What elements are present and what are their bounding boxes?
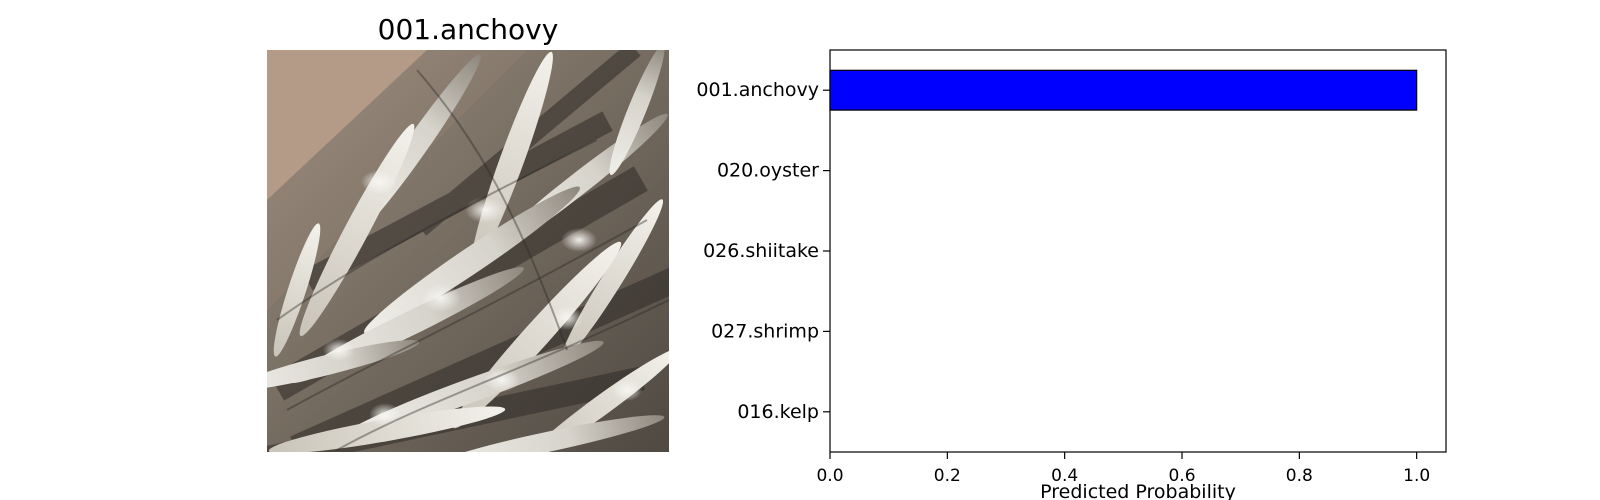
y-tick-label: 026.shiitake [703,240,819,262]
x-axis-label: Predicted Probability [1040,481,1236,500]
anchovy-photo [267,50,669,452]
plot-frame [829,49,1447,453]
y-tick-label: 001.anchovy [696,79,819,101]
y-tick-label: 016.kelp [737,401,819,423]
chart-layer: 001.anchovy 020.oyster 026.shiitake 027.shr… [696,49,1447,500]
x-tick-label: 0.6 [1168,466,1195,486]
x-tick-label: 0.0 [816,466,843,486]
x-tick-label: 1.0 [1403,466,1430,486]
x-tick-label: 0.2 [934,466,961,486]
x-tick-label: 0.4 [1051,466,1078,486]
y-tick-label: 027.shrimp [711,320,819,342]
x-tick-label: 0.8 [1286,466,1313,486]
plot-background [830,50,1446,452]
y-tick-label: 020.oyster [717,160,819,182]
probability-bar [829,69,1418,111]
image-title: 001.anchovy [377,13,559,46]
